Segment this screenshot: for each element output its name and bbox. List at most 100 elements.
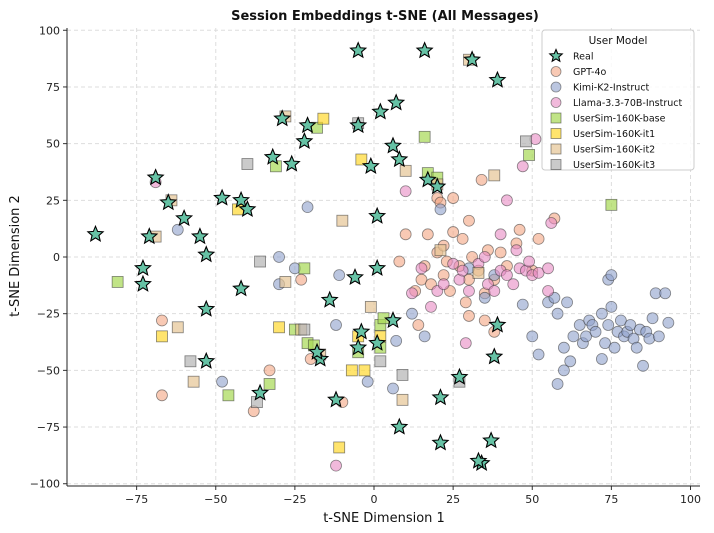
- point-real: [431, 388, 450, 406]
- point-gpt-4o: [421, 228, 434, 241]
- x-tick-label: 100: [680, 493, 701, 506]
- y-tick-label: −75: [37, 421, 60, 434]
- point-real: [349, 338, 368, 356]
- point-real: [298, 116, 317, 134]
- point-gpt-4o: [399, 228, 412, 241]
- point-usersim-160k-it1: [317, 112, 330, 125]
- legend-marker: [550, 143, 562, 155]
- point-real: [463, 50, 482, 68]
- point-kimi-k2-instruct: [652, 330, 665, 343]
- point-real: [368, 258, 387, 276]
- point-gpt-4o: [463, 310, 475, 322]
- point-gpt-4o: [393, 255, 406, 268]
- x-tick-label: −25: [283, 493, 306, 506]
- point-kimi-k2-instruct: [608, 341, 621, 354]
- point-kimi-k2-instruct: [390, 334, 403, 347]
- point-llama-3-3-70b-instruct: [459, 337, 472, 350]
- point-real: [390, 150, 409, 168]
- point-real: [384, 311, 402, 329]
- point-kimi-k2-instruct: [599, 337, 611, 350]
- point-usersim-160k-it3: [241, 158, 254, 170]
- point-llama-3-3-70b-instruct: [425, 300, 437, 313]
- point-gpt-4o: [447, 226, 460, 238]
- axes: −75 −50 −25 0 25 50 75 100 −100 −75 −50 −25 0 25 50 75 1…: [30, 24, 701, 506]
- legend-marker: [550, 97, 562, 108]
- point-usersim-160k-it1: [345, 364, 358, 377]
- point-real: [352, 322, 371, 340]
- point-llama-3-3-70b-instruct: [501, 269, 513, 282]
- legend-marker: [550, 81, 562, 93]
- point-gpt-4o: [494, 246, 507, 259]
- legend: User Model Real GPT-4o Kimi-K2-Instruct Lla…: [541, 29, 695, 171]
- point-kimi-k2-instruct: [605, 269, 618, 282]
- point-real: [361, 156, 380, 174]
- point-kimi-k2-instruct: [630, 341, 643, 354]
- point-real: [140, 227, 159, 245]
- legend-marker: [550, 159, 562, 170]
- point-llama-3-3-70b-instruct: [542, 262, 554, 275]
- point-usersim-160k-it2: [364, 300, 377, 313]
- point-kimi-k2-instruct: [171, 223, 184, 236]
- x-tick-label: 0: [371, 493, 378, 506]
- point-gpt-4o: [447, 192, 460, 204]
- point-kimi-k2-instruct: [602, 319, 615, 331]
- point-gpt-4o: [295, 273, 308, 286]
- point-llama-3-3-70b-instruct: [447, 257, 460, 270]
- point-kimi-k2-instruct: [516, 298, 529, 311]
- point-llama-3-3-70b-instruct: [542, 285, 554, 297]
- point-kimi-k2-instruct: [418, 330, 431, 343]
- point-real: [346, 267, 364, 286]
- point-llama-3-3-70b-instruct: [406, 287, 418, 300]
- point-usersim-160k-it3: [184, 355, 197, 368]
- point-real: [368, 333, 387, 351]
- legend-label: Kimi-K2-Instruct: [573, 83, 650, 94]
- point-kimi-k2-instruct: [406, 307, 418, 320]
- point-kimi-k2-instruct: [573, 319, 586, 331]
- point-gpt-4o: [456, 232, 469, 245]
- point-kimi-k2-instruct: [561, 296, 573, 309]
- point-kimi-k2-instruct: [595, 353, 608, 365]
- point-kimi-k2-instruct: [551, 378, 564, 390]
- point-usersim-160k-it2: [187, 375, 200, 388]
- y-tick-label: −100: [30, 478, 60, 491]
- point-usersim-160k-it2: [472, 266, 485, 279]
- y-tick-label: 50: [46, 138, 60, 151]
- x-tick-label: 50: [525, 493, 539, 506]
- point-kimi-k2-instruct: [558, 364, 570, 377]
- legend-label: UserSim-160K-it3: [573, 160, 655, 171]
- point-real: [308, 342, 327, 360]
- y-tick-label: −25: [37, 308, 60, 321]
- y-axis-label: t-SNE Dimension 2: [8, 195, 23, 317]
- y-tick-label: 0: [53, 251, 60, 264]
- point-kimi-k2-instruct: [478, 291, 491, 304]
- point-usersim-160k-base: [605, 198, 618, 211]
- point-usersim-160k-it2: [399, 164, 412, 177]
- point-real: [232, 279, 251, 297]
- point-kimi-k2-instruct: [624, 319, 637, 331]
- point-real: [133, 274, 152, 292]
- point-usersim-160k-base: [418, 130, 431, 143]
- x-tick-label: −50: [204, 493, 227, 506]
- point-llama-3-3-70b-instruct: [523, 255, 535, 268]
- point-llama-3-3-70b-instruct: [494, 228, 507, 241]
- point-real: [418, 170, 437, 188]
- point-real: [327, 390, 345, 408]
- point-llama-3-3-70b-instruct: [545, 217, 558, 229]
- point-real: [190, 227, 209, 245]
- point-real: [371, 102, 390, 120]
- point-kimi-k2-instruct: [434, 203, 447, 216]
- point-llama-3-3-70b-instruct: [399, 185, 412, 198]
- point-kimi-k2-instruct: [580, 330, 592, 343]
- chart-title: Session Embeddings t-SNE (All Messages): [231, 9, 539, 24]
- point-llama-3-3-70b-instruct: [501, 194, 513, 207]
- point-usersim-160k-it2: [279, 276, 292, 288]
- point-real: [263, 147, 282, 165]
- x-tick-label: −75: [125, 493, 148, 506]
- legend-label: UserSim-160K-base: [573, 114, 666, 125]
- point-usersim-160k-it2: [336, 214, 349, 227]
- point-usersim-160k-base: [523, 149, 535, 161]
- point-kimi-k2-instruct: [605, 300, 618, 313]
- point-llama-3-3-70b-instruct: [478, 251, 491, 263]
- point-usersim-160k-it2: [171, 321, 184, 334]
- legend-marker: [550, 112, 562, 124]
